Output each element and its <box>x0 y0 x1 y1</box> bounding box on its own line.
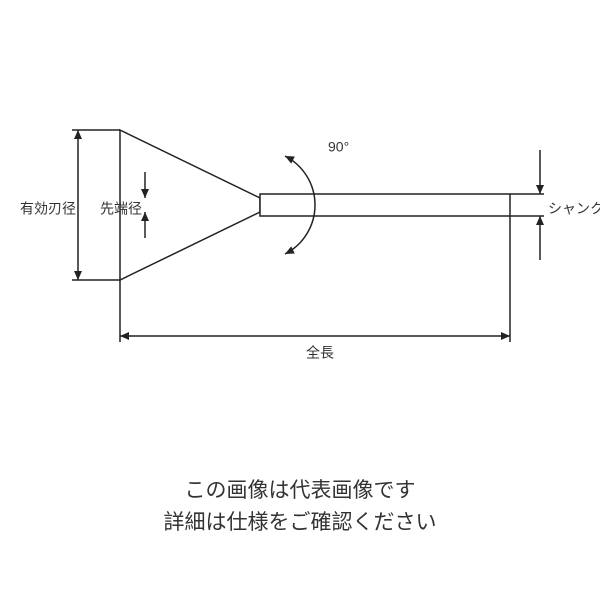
caption-block: この画像は代表画像です 詳細は仕様をご確認ください <box>0 475 600 540</box>
caption-line-2: 詳細は仕様をご確認ください <box>0 507 600 540</box>
svg-text:シャンク径: シャンク径 <box>548 201 600 217</box>
countersink-dimension-diagram: 90° 有効刃径 先端径 シャンク径全長 <box>0 0 600 440</box>
svg-text:全長: 全長 <box>306 345 334 361</box>
shank <box>260 194 510 216</box>
svg-text:先端径: 先端径 <box>100 201 142 217</box>
svg-text:有効刃径: 有効刃径 <box>20 201 76 217</box>
svg-text:90°: 90° <box>328 139 349 155</box>
figure-container: 90° 有効刃径 先端径 シャンク径全長 この画像は代表画像です 詳細は仕様をご確認く… <box>0 0 600 600</box>
caption-line-1: この画像は代表画像です <box>0 475 600 508</box>
